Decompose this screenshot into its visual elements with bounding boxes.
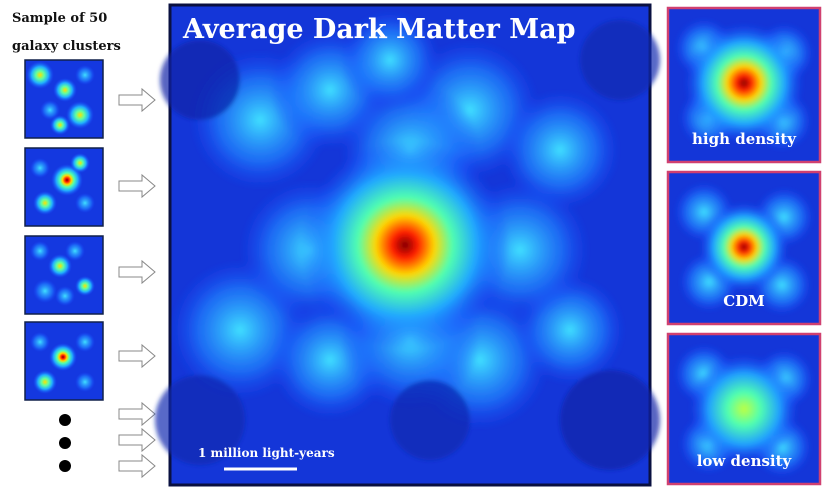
density-blob [30,332,50,352]
density-blob [689,354,799,464]
sidebar-title: galaxy clusters [12,39,121,54]
scale-label: 1 million light-years [198,446,335,460]
density-blob [75,65,95,85]
density-blob [33,279,57,303]
density-blob [75,193,95,213]
arrow [119,455,155,477]
sample-map [25,60,103,138]
ellipsis-dot [59,414,71,426]
arrow [119,261,155,283]
density-blob [66,101,94,129]
density-blob [50,115,70,135]
figure: Sample of 50 galaxy clusters Average Dar… [0,0,827,487]
density-blob [33,191,57,215]
arrow [119,175,155,197]
model-panels: high density CDM low density [668,8,820,484]
density-blob [70,153,90,173]
arrow [119,403,155,425]
void [560,370,660,470]
density-blob [699,202,789,292]
density-blob [75,332,95,352]
ellipsis-dot [59,460,71,472]
arrows [119,89,155,477]
density-blob [30,241,50,261]
model-panel: low density [668,334,820,484]
sample-map [25,322,103,400]
density-blob [33,370,57,394]
density-blob [55,286,75,306]
void [580,20,660,100]
model-panel: high density [668,8,820,162]
density-blob [30,158,50,178]
density-blob [300,140,510,350]
density-blob [53,78,77,102]
model-label: low density [697,452,793,470]
arrow [119,429,155,451]
sample-map [25,236,103,314]
density-blob [49,343,77,371]
main-map: Average Dark Matter Map 1 million light-… [155,5,660,485]
density-blob [684,23,804,143]
sample-maps [25,60,103,400]
density-blob [26,61,54,89]
ellipsis-dot [59,437,71,449]
density-blob [75,276,95,296]
model-panel: CDM [668,172,820,324]
sidebar-title: Sample of 50 [12,11,107,26]
sample-map [25,148,103,226]
density-blob [75,372,95,392]
model-label: CDM [723,292,765,310]
arrow [119,89,155,111]
void [160,40,240,120]
void [390,380,470,460]
density-blob [65,241,85,261]
model-label: high density [692,130,797,148]
arrow [119,345,155,367]
main-title: Average Dark Matter Map [182,14,576,45]
